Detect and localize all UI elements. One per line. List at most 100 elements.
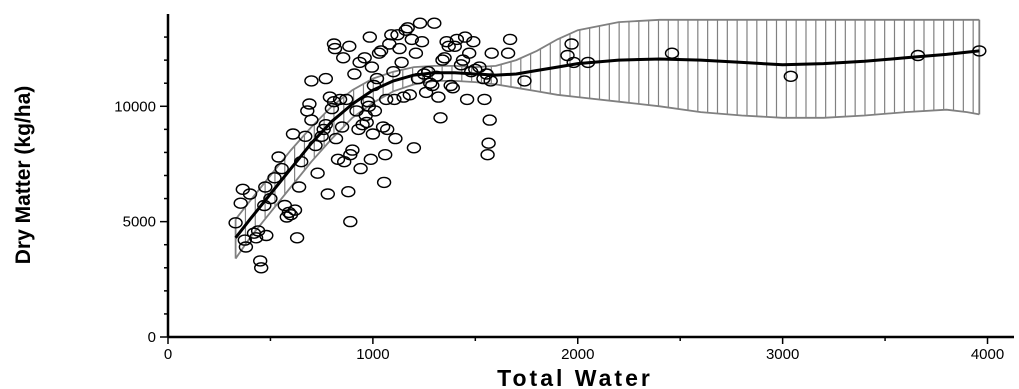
data-point <box>300 105 315 117</box>
data-point <box>375 121 391 133</box>
data-point <box>387 93 402 106</box>
data-point <box>388 132 403 145</box>
data-point <box>379 93 394 106</box>
data-point <box>472 61 487 73</box>
data-point <box>347 68 362 80</box>
data-point <box>462 47 477 59</box>
data-point <box>271 151 286 163</box>
data-point <box>664 47 680 59</box>
data-point <box>320 188 335 200</box>
data-point <box>580 56 596 69</box>
data-point <box>502 33 518 46</box>
data-point <box>386 65 401 78</box>
data-point <box>445 82 460 94</box>
data-point <box>380 123 395 136</box>
data-point <box>418 86 434 99</box>
data-point <box>500 47 516 59</box>
data-point <box>414 36 430 48</box>
data-point <box>384 29 399 41</box>
data-point <box>429 70 444 83</box>
data-point <box>364 61 380 73</box>
data-point <box>367 105 383 117</box>
data-point <box>484 47 499 59</box>
data-point <box>479 68 494 80</box>
data-point <box>287 204 303 216</box>
x-axis-title: Total Water <box>497 365 653 389</box>
data-point <box>404 33 419 46</box>
y-tick-label: 10000 <box>114 98 156 115</box>
data-point <box>480 148 495 161</box>
data-point <box>408 47 424 59</box>
data-point <box>341 185 356 198</box>
data-point <box>357 52 372 64</box>
data-point <box>453 59 469 71</box>
data-point <box>560 49 575 62</box>
data-point <box>339 93 354 106</box>
data-point <box>328 132 344 145</box>
data-point <box>248 232 264 244</box>
data-point <box>294 155 309 168</box>
data-point <box>437 52 452 64</box>
data-point <box>412 17 428 29</box>
data-point <box>400 22 415 34</box>
y-tick-label: 5000 <box>123 214 156 231</box>
fit-curve-layer <box>234 49 980 239</box>
data-point <box>517 75 532 87</box>
x-tick-label: 0 <box>164 346 172 363</box>
data-point <box>314 130 329 143</box>
data-point <box>289 232 305 244</box>
x-tick-label: 3000 <box>766 346 799 363</box>
data-point <box>369 72 385 85</box>
data-point <box>334 121 350 133</box>
data-point <box>433 112 448 124</box>
data-point <box>449 33 465 46</box>
data-point <box>302 98 317 110</box>
data-point <box>482 114 497 126</box>
data-point <box>459 93 475 106</box>
data-points <box>228 17 987 274</box>
data-point <box>310 167 325 179</box>
data-point <box>441 40 456 52</box>
data-point <box>431 91 446 103</box>
data-point <box>259 229 274 242</box>
data-point <box>366 79 382 92</box>
data-point <box>237 234 253 246</box>
data-point <box>304 114 319 126</box>
data-point <box>360 95 375 108</box>
data-point <box>316 123 331 136</box>
data-point <box>363 153 378 166</box>
data-point <box>783 70 798 83</box>
data-point <box>483 75 498 87</box>
data-point <box>427 17 442 29</box>
data-point <box>398 24 413 36</box>
data-point <box>353 162 368 175</box>
data-point <box>481 137 496 149</box>
data-point <box>308 139 323 152</box>
data-point <box>376 176 392 189</box>
data-point <box>392 42 407 55</box>
data-point <box>326 38 342 50</box>
data-point <box>402 89 417 101</box>
fit-curve <box>234 49 980 239</box>
data-point <box>336 52 351 64</box>
data-point <box>477 93 492 106</box>
data-point <box>318 72 333 85</box>
data-point <box>253 255 268 267</box>
data-point <box>233 197 248 209</box>
data-point <box>362 31 377 43</box>
data-point <box>406 142 422 154</box>
data-point <box>254 262 269 274</box>
data-point <box>258 181 273 193</box>
data-point <box>318 118 333 131</box>
x-tick-label: 1000 <box>356 346 389 363</box>
data-point <box>279 211 294 223</box>
data-point <box>373 45 389 57</box>
data-point <box>466 36 481 48</box>
data-point <box>394 56 409 69</box>
x-tick-label: 4000 <box>971 346 1004 363</box>
data-point <box>285 128 301 140</box>
data-point <box>343 148 358 161</box>
data-point <box>298 130 313 143</box>
data-point <box>342 40 357 52</box>
